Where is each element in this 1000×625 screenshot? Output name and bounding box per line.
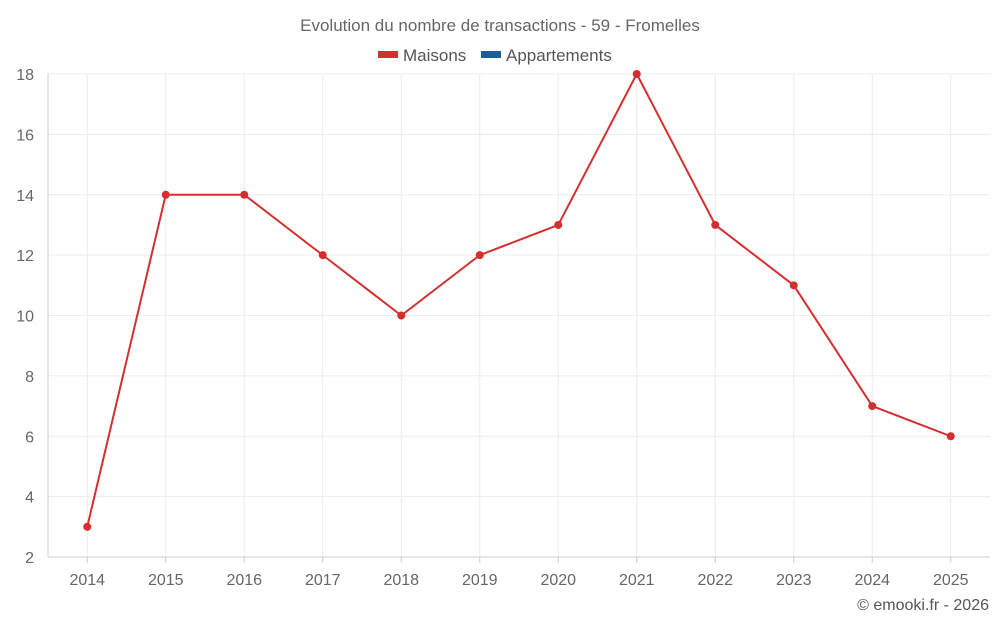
y-tick-label: 8: [25, 369, 34, 386]
x-tick-label: 2018: [383, 572, 419, 589]
series-line-maisons: [86, 73, 952, 528]
y-tick-label: 2: [25, 550, 34, 567]
data-point[interactable]: [397, 311, 406, 320]
legend-label-appartements: Appartements: [506, 46, 612, 65]
grid: [48, 73, 990, 558]
data-point[interactable]: [632, 70, 641, 78]
y-tick-label: 12: [16, 248, 34, 265]
credit-text: © emooki.fr - 2026: [857, 597, 989, 614]
data-point[interactable]: [318, 251, 327, 260]
x-tick-label: 2025: [933, 572, 969, 589]
x-tick-label: 2017: [305, 572, 341, 589]
data-point[interactable]: [554, 220, 563, 229]
data-point[interactable]: [83, 522, 92, 531]
x-tick-label: 2021: [619, 572, 655, 589]
data-point[interactable]: [475, 251, 484, 260]
x-tick-label: 2023: [776, 572, 812, 589]
data-point[interactable]: [789, 281, 798, 290]
x-tick-label: 2014: [69, 572, 105, 589]
legend-swatch-appartements: [481, 51, 501, 58]
legend: Maisons Appartements: [378, 46, 612, 65]
y-tick-label: 18: [16, 67, 34, 84]
y-tick-label: 10: [16, 309, 34, 326]
data-point[interactable]: [868, 402, 877, 411]
x-tick-label: 2019: [462, 572, 498, 589]
legend-label-maisons: Maisons: [403, 46, 466, 65]
y-tick-label: 6: [25, 429, 34, 446]
x-tick-label: 2024: [854, 572, 890, 589]
chart-title: Evolution du nombre de transactions - 59…: [300, 16, 700, 35]
x-tick-label: 2016: [226, 572, 262, 589]
y-tick-label: 14: [16, 188, 34, 205]
x-tick-label: 2015: [148, 572, 184, 589]
legend-item-appartements[interactable]: Appartements: [481, 46, 612, 65]
x-tick-label: 2020: [540, 572, 576, 589]
data-point[interactable]: [711, 220, 720, 229]
data-point[interactable]: [946, 432, 955, 441]
data-point[interactable]: [240, 190, 249, 199]
y-tick-label: 16: [16, 127, 34, 144]
legend-item-maisons[interactable]: Maisons: [378, 46, 466, 65]
y-tick-label: 4: [25, 490, 34, 507]
legend-swatch-maisons: [378, 51, 398, 58]
data-point[interactable]: [161, 190, 170, 199]
x-tick-label: 2022: [697, 572, 733, 589]
axes: 2 4 6 8 10 12 14 16 18 2014 2015 2016 2017 2018 2019 20…: [16, 67, 990, 589]
series-maisons: [83, 70, 955, 531]
